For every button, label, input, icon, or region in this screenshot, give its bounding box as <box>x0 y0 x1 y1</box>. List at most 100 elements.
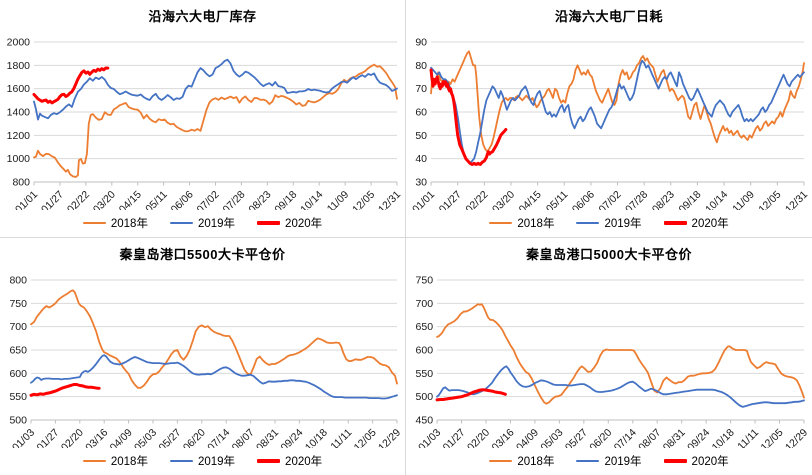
svg-text:11/09: 11/09 <box>730 189 757 210</box>
legend-label-2020: 2020年 <box>691 456 729 468</box>
legend-line-swatch-2019 <box>576 221 600 225</box>
legend-label-2018: 2018年 <box>517 218 555 230</box>
svg-text:600: 600 <box>416 345 434 357</box>
legend-line-swatch-2019 <box>169 459 193 463</box>
svg-text:02/22: 02/22 <box>463 189 490 210</box>
legend-label-2020: 2020年 <box>691 218 729 230</box>
svg-text:12/05: 12/05 <box>756 189 783 210</box>
svg-text:05/11: 05/11 <box>143 189 170 210</box>
svg-text:06/20: 06/20 <box>587 427 614 448</box>
svg-text:05/27: 05/27 <box>563 427 590 448</box>
svg-text:05/03: 05/03 <box>132 427 159 448</box>
chart-title-coastal-daily-consumption: 沿海六大电厂日耗 <box>554 9 663 24</box>
svg-text:450: 450 <box>416 415 434 427</box>
series-2020-line <box>29 383 101 397</box>
svg-text:10/18: 10/18 <box>710 427 737 448</box>
chart-legend-coastal-inventory: 2018年 2019年 2020年 <box>0 210 405 236</box>
svg-text:02/20: 02/20 <box>59 427 86 448</box>
svg-text:90: 90 <box>415 37 427 49</box>
legend-item-2020: 2020年 <box>663 215 729 231</box>
svg-text:12/05: 12/05 <box>759 427 786 448</box>
svg-text:600: 600 <box>9 368 27 380</box>
svg-text:09/24: 09/24 <box>278 427 305 448</box>
svg-text:08/07: 08/07 <box>636 427 663 448</box>
svg-text:08/31: 08/31 <box>254 427 281 448</box>
svg-text:01/01: 01/01 <box>410 189 437 210</box>
svg-text:06/20: 06/20 <box>181 427 208 448</box>
chart-legend-coastal-daily-consumption: 2018年 2019年 2020年 <box>406 210 812 236</box>
svg-text:06/06: 06/06 <box>169 189 196 210</box>
svg-text:11/11: 11/11 <box>735 427 761 448</box>
svg-text:01/27: 01/27 <box>437 189 464 210</box>
svg-text:05/03: 05/03 <box>538 427 565 448</box>
svg-text:01/03: 01/03 <box>416 427 443 448</box>
svg-text:70: 70 <box>415 83 427 95</box>
svg-text:800: 800 <box>9 275 27 287</box>
svg-text:01/27: 01/27 <box>39 189 66 210</box>
legend-label-2020: 2020年 <box>285 456 323 468</box>
svg-text:1000: 1000 <box>7 153 31 165</box>
svg-text:1800: 1800 <box>7 60 31 72</box>
legend-label-2019: 2019年 <box>604 218 642 230</box>
legend-line-swatch-2019 <box>169 221 193 225</box>
svg-text:01/27: 01/27 <box>34 427 61 448</box>
svg-text:03/20: 03/20 <box>91 189 118 210</box>
svg-text:03/16: 03/16 <box>489 427 516 448</box>
series-2019-line <box>430 59 805 165</box>
svg-text:07/02: 07/02 <box>597 189 624 210</box>
panel-coastal-inventory: 沿海六大电厂库存 800 1000 1200 1400 1600 1800 2000 01/0… <box>0 0 405 237</box>
svg-text:04/15: 04/15 <box>517 189 544 210</box>
legend-label-2019: 2019年 <box>197 456 236 468</box>
qhd-5500-price-chart-canvas: 500 550 600 650 700 750 800 01/0301/2702/2003/1… <box>9 275 403 449</box>
chart-title-coastal-inventory: 沿海六大电厂库存 <box>148 9 257 24</box>
chart-legend-qhd-5000-price: 2018年 2019年 2020年 <box>406 448 812 474</box>
svg-text:40: 40 <box>415 153 427 165</box>
legend-item-2020: 2020年 <box>663 453 729 469</box>
svg-text:07/02: 07/02 <box>195 189 222 210</box>
svg-text:700: 700 <box>9 321 27 333</box>
legend-item-2019: 2019年 <box>169 453 236 469</box>
series-2019-line <box>33 58 398 121</box>
svg-text:650: 650 <box>9 345 27 357</box>
svg-text:750: 750 <box>416 275 434 287</box>
chart-title-qhd-5500-price: 秦皇岛港口5500大卡平仓价 <box>119 247 286 262</box>
svg-text:01/03: 01/03 <box>10 427 37 448</box>
qhd-5000-price-chart-canvas: 450 500 550 600 650 700 750 01/0301/2702/2003/1… <box>416 275 811 448</box>
series-2018-line <box>33 63 398 178</box>
legend-item-2020: 2020年 <box>257 215 322 231</box>
legend-item-2020: 2020年 <box>257 453 322 469</box>
svg-text:01/27: 01/27 <box>441 427 468 448</box>
legend-label-2018: 2018年 <box>517 456 555 468</box>
svg-text:07/28: 07/28 <box>623 189 650 210</box>
svg-text:12/29: 12/29 <box>783 427 810 448</box>
svg-text:1400: 1400 <box>7 107 31 119</box>
legend-label-2018: 2018年 <box>110 218 148 230</box>
svg-text:09/18: 09/18 <box>272 189 299 210</box>
legend-line-swatch-2018 <box>489 459 513 463</box>
svg-text:07/14: 07/14 <box>612 427 639 448</box>
svg-text:12/31: 12/31 <box>783 189 810 210</box>
svg-text:12/29: 12/29 <box>376 427 403 448</box>
svg-text:01/01: 01/01 <box>13 189 40 210</box>
svg-text:1600: 1600 <box>7 83 31 95</box>
svg-text:12/31: 12/31 <box>376 189 403 210</box>
svg-text:12/05: 12/05 <box>350 189 377 210</box>
series-2020-line <box>429 68 508 166</box>
svg-text:550: 550 <box>416 368 434 380</box>
panel-qhd-5000-price: 秦皇岛港口5000大卡平仓价 450 500 550 600 650 700 750 01/0… <box>406 238 812 475</box>
svg-text:09/24: 09/24 <box>685 427 712 448</box>
legend-line-swatch-2019 <box>576 459 600 463</box>
svg-text:10/18: 10/18 <box>303 427 330 448</box>
svg-text:12/05: 12/05 <box>352 427 379 448</box>
svg-text:07/28: 07/28 <box>220 189 247 210</box>
svg-text:05/27: 05/27 <box>156 427 183 448</box>
series-2018-line <box>30 289 398 389</box>
svg-text:11/09: 11/09 <box>325 189 352 210</box>
legend-label-2020: 2020年 <box>285 218 323 230</box>
coastal-inventory-chart-canvas: 800 1000 1200 1400 1600 1800 2000 01/0101/2702/… <box>7 37 404 211</box>
svg-text:80: 80 <box>415 60 427 72</box>
svg-text:10/14: 10/14 <box>298 189 325 210</box>
legend-label-2019: 2019年 <box>197 218 236 230</box>
svg-text:550: 550 <box>9 391 27 403</box>
